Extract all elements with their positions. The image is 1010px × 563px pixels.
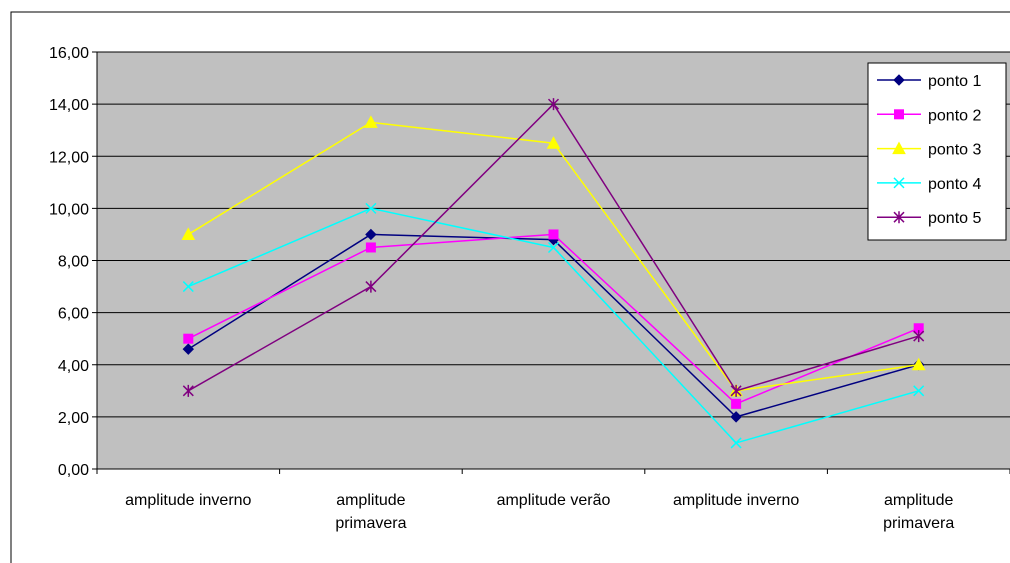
y-tick-label: 2,00 [58, 410, 89, 427]
data-point [911, 357, 926, 371]
data-point [182, 281, 194, 293]
data-point [365, 280, 377, 293]
data-point [182, 384, 194, 397]
data-point [365, 242, 376, 253]
legend [867, 62, 1007, 241]
legend-swatch-marker [893, 74, 905, 86]
y-tick-label: 12,00 [49, 149, 89, 166]
x-tick-label: amplitude verão [497, 492, 611, 509]
data-point [730, 384, 742, 397]
x-tick-label: amplitude inverno [125, 492, 251, 509]
y-tick-label: 8,00 [58, 254, 89, 271]
data-point [547, 241, 560, 253]
y-tick-label: 6,00 [58, 306, 89, 323]
x-tick-label: amplitude inverno [673, 492, 799, 509]
data-point [546, 136, 561, 149]
y-tick-label: 10,00 [49, 201, 89, 218]
y-tick-label: 14,00 [49, 97, 89, 114]
legend-swatch-marker [893, 211, 905, 224]
data-point [365, 228, 377, 241]
chart-layer: 0,00 2,00 4,00 6,00 8,00 10,00 12,00 14,00 16,00… [10, 11, 1010, 563]
data-point [547, 98, 560, 111]
legend-label: ponto 4 [928, 176, 981, 193]
data-point [181, 227, 196, 240]
legend-swatch-marker [892, 141, 906, 155]
legend-label: ponto 3 [928, 142, 981, 159]
legend-label: ponto 1 [928, 73, 981, 90]
legend-swatch-marker [893, 177, 905, 189]
data-point [364, 115, 378, 128]
data-point [913, 385, 925, 397]
data-point [913, 330, 925, 343]
y-tick-label: 0,00 [58, 462, 89, 479]
data-point [731, 398, 742, 409]
y-tick-label: 16,00 [49, 45, 89, 62]
data-point [182, 343, 195, 355]
x-tick-label: amplitude primavera [883, 492, 954, 532]
data-point [730, 437, 742, 449]
x-tick-label: amplitude primavera [335, 492, 406, 532]
y-tick-label: 4,00 [58, 358, 89, 375]
data-point [183, 333, 194, 344]
legend-swatch-marker [894, 109, 904, 120]
data-point [548, 229, 559, 240]
legend-label: ponto 2 [928, 107, 981, 124]
data-point [365, 202, 377, 214]
data-point [730, 411, 742, 423]
legend-label: ponto 5 [928, 210, 981, 227]
